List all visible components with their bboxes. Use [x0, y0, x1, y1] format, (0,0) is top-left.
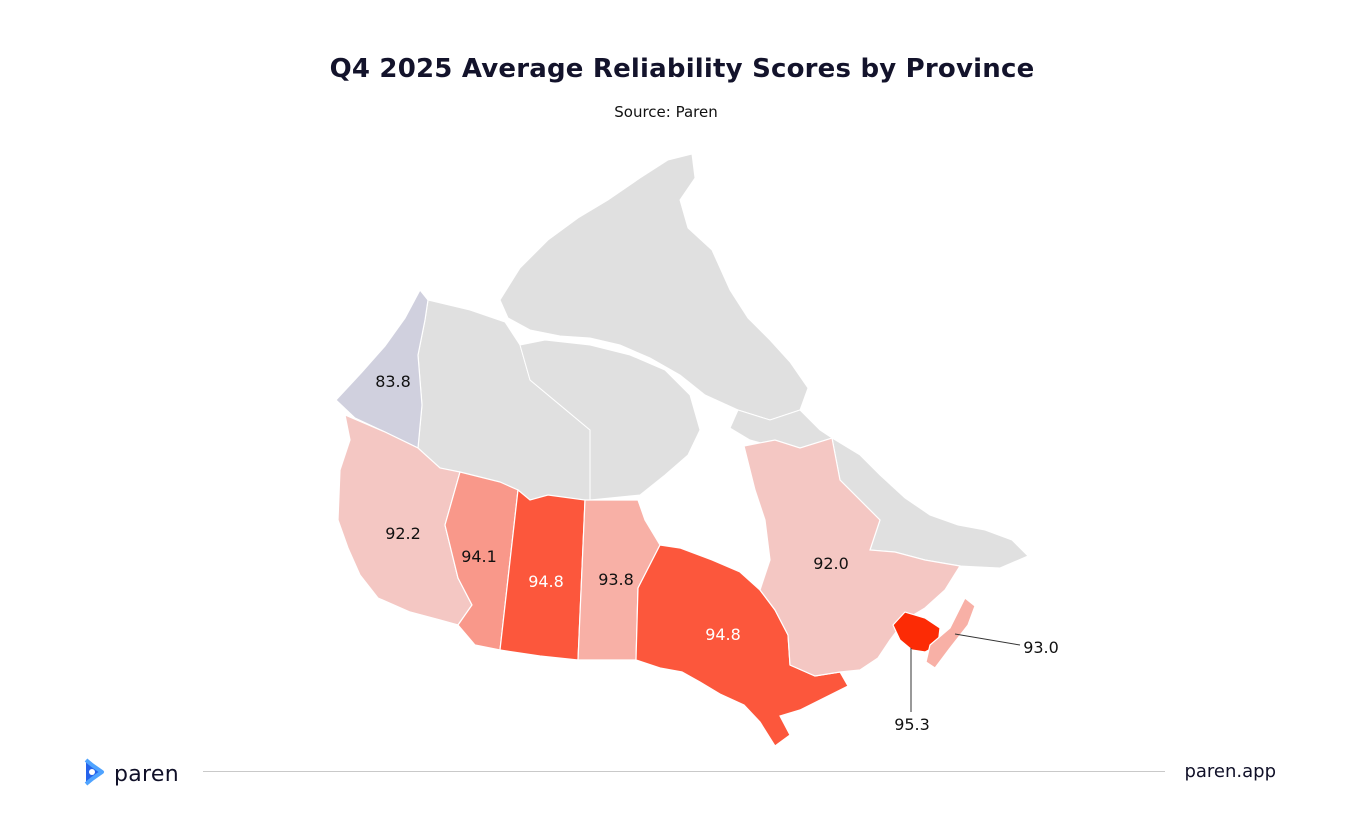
brand-logo: paren: [80, 757, 179, 791]
leader-line-nova-scotia: [954, 633, 1021, 646]
value-label-yukon: 83.8: [375, 372, 411, 391]
value-label-british-columbia: 92.2: [385, 524, 421, 543]
logo-wordmark: paren: [114, 761, 179, 787]
no-data-regions: [417, 153, 1029, 569]
map-title: Q4 2025 Average Reliability Scores by Pr…: [329, 54, 1035, 84]
region-value-labels: 83.8 92.2 94.1 94.8 93.8 94.8 92.0 93.0 …: [375, 372, 1059, 734]
value-label-alberta: 94.1: [461, 547, 497, 566]
value-label-quebec: 92.0: [813, 554, 849, 573]
region-alberta: [444, 471, 519, 651]
paren-logo-icon: [80, 757, 108, 791]
value-label-new-brunswick: 95.3: [894, 715, 930, 734]
value-label-nova-scotia: 93.0: [1023, 638, 1059, 657]
footer-divider: [203, 771, 1165, 772]
region-british-columbia: [337, 414, 473, 626]
value-label-saskatchewan: 94.8: [528, 572, 564, 591]
arctic-islands: [499, 153, 809, 421]
nunavut: [519, 339, 701, 501]
province-regions: [335, 288, 976, 747]
site-url: paren.app: [1184, 761, 1276, 782]
map-subtitle: Source: Paren: [614, 103, 718, 121]
value-label-manitoba: 93.8: [598, 570, 634, 589]
value-label-ontario: 94.8: [705, 625, 741, 644]
region-nova-scotia: [925, 597, 976, 669]
